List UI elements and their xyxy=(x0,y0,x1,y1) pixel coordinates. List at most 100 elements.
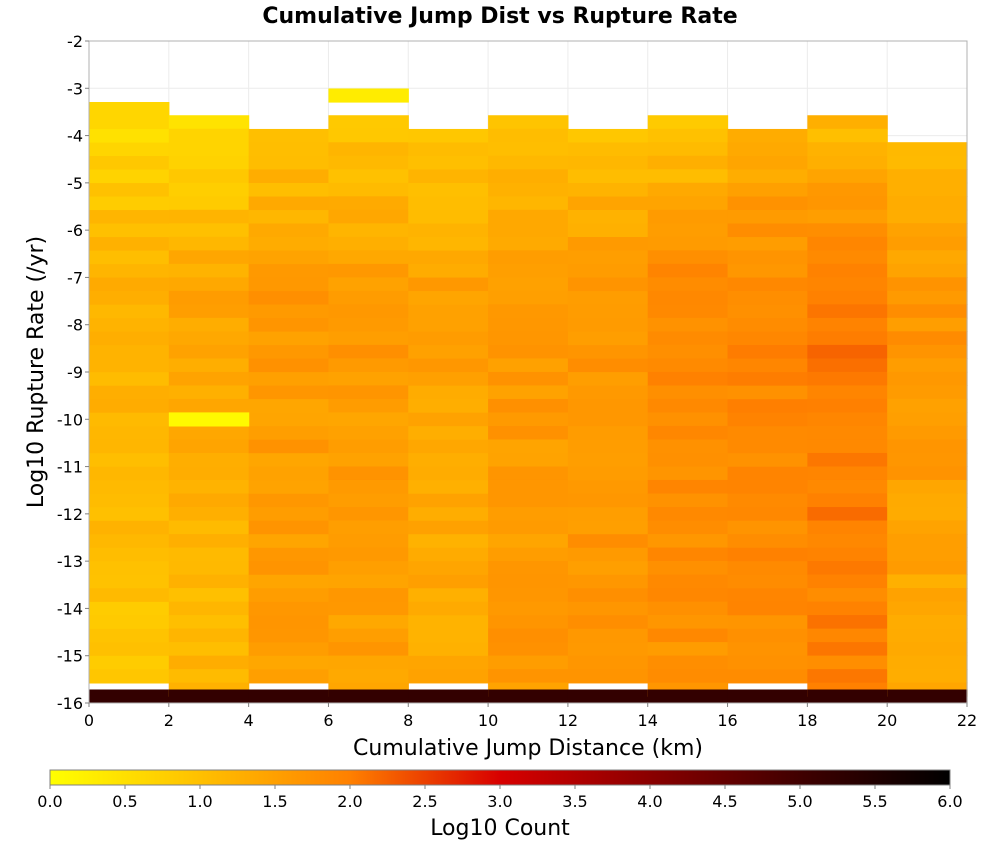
heatmap-cell xyxy=(647,655,729,670)
x-tick-label: 20 xyxy=(877,711,897,730)
heatmap-cell xyxy=(168,115,250,130)
colorbar xyxy=(49,769,951,786)
heatmap-cell xyxy=(567,689,649,703)
heatmap-cell xyxy=(807,371,888,387)
heatmap-cell xyxy=(248,372,330,387)
heatmap-cell xyxy=(647,493,729,508)
heatmap-cell xyxy=(168,331,250,346)
heatmap-cell xyxy=(328,669,409,684)
heatmap-cell xyxy=(408,237,489,252)
heatmap-cell xyxy=(567,277,649,292)
heatmap-cell xyxy=(408,534,489,549)
heatmap-cell xyxy=(727,331,808,346)
heatmap-cell xyxy=(328,115,409,130)
heatmap-cell xyxy=(89,331,170,346)
x-tick-label: 10 xyxy=(478,711,498,730)
heatmap-cell xyxy=(248,128,330,144)
heatmap-cell xyxy=(248,534,330,549)
heatmap-cell xyxy=(408,628,489,643)
heatmap-cell xyxy=(248,561,330,576)
heatmap-cell xyxy=(89,237,170,252)
heatmap-cell xyxy=(328,547,409,562)
heatmap-cell xyxy=(727,210,808,225)
heatmap-cell xyxy=(408,642,489,657)
heatmap-cell xyxy=(248,210,330,225)
heatmap-cell xyxy=(328,615,409,630)
heatmap-cell xyxy=(807,534,888,549)
heatmap-cell xyxy=(887,398,968,413)
heatmap-cell xyxy=(408,520,489,535)
heatmap-cell xyxy=(89,129,170,144)
heatmap-cell xyxy=(328,290,409,305)
heatmap-cell xyxy=(488,412,569,427)
heatmap-cell xyxy=(887,533,968,549)
heatmap-cell xyxy=(567,331,649,346)
heatmap-cell xyxy=(887,452,968,468)
heatmap-cell xyxy=(408,574,489,589)
x-tick-label: 8 xyxy=(403,711,413,730)
colorbar-tick-label: 5.5 xyxy=(862,792,887,811)
heatmap-cell xyxy=(488,304,569,319)
colorbar-tick-label: 0.0 xyxy=(37,792,62,811)
heatmap-cell xyxy=(248,264,330,279)
heatmap-cell xyxy=(807,263,888,278)
heatmap-cell xyxy=(408,291,489,306)
heatmap-cell xyxy=(168,534,250,549)
heatmap-cell xyxy=(168,642,250,657)
heatmap-cell xyxy=(89,399,170,414)
heatmap-cell xyxy=(647,196,729,211)
heatmap-cell xyxy=(807,331,888,346)
heatmap-cell xyxy=(488,466,569,481)
heatmap-cell xyxy=(328,196,409,211)
heatmap-cell xyxy=(567,142,649,157)
heatmap-cell xyxy=(248,669,330,684)
heatmap-cell xyxy=(89,588,170,603)
heatmap-cell xyxy=(567,601,649,616)
heatmap-cell xyxy=(168,412,250,427)
y-tick-label: -8 xyxy=(67,316,83,335)
heatmap-cell xyxy=(328,277,409,292)
heatmap-cell xyxy=(168,209,250,224)
heatmap-cell xyxy=(727,196,808,211)
heatmap-cell xyxy=(488,250,569,265)
heatmap-cell xyxy=(408,426,489,441)
heatmap-cell xyxy=(328,182,409,197)
heatmap-cell xyxy=(408,372,489,387)
heatmap-cell xyxy=(647,547,729,562)
heatmap-cell xyxy=(89,372,170,387)
heatmap-cell xyxy=(488,669,569,684)
heatmap-cell xyxy=(488,439,569,454)
colorbar-tick-label: 1.5 xyxy=(262,792,287,811)
colorbar-ticks: 0.0 0.5 1.0 1.5 2.0 2.5 3.0 3.5 4.0 4.5 5.0 5.5 6.0 xyxy=(37,785,963,811)
heatmap-cell xyxy=(89,561,170,576)
colorbar-tick-label: 3.5 xyxy=(562,792,587,811)
heatmap-cell xyxy=(567,182,649,198)
heatmap-cell xyxy=(807,479,888,495)
heatmap-cell xyxy=(168,128,250,143)
heatmap-cell xyxy=(89,534,170,549)
heatmap-cell xyxy=(488,142,569,157)
heatmap-cell xyxy=(807,155,888,170)
heatmap-cell xyxy=(248,574,330,589)
heatmap-cell xyxy=(248,412,330,427)
heatmap-cell xyxy=(647,371,729,387)
heatmap-cell xyxy=(567,223,649,238)
heatmap-cell xyxy=(647,263,729,278)
colorbar-tick-label: 3.0 xyxy=(487,792,512,811)
heatmap-cell xyxy=(887,689,968,703)
heatmap-cell xyxy=(727,615,808,630)
heatmap-cell xyxy=(488,182,569,197)
colorbar-tick-label: 2.0 xyxy=(337,792,362,811)
heatmap-cell xyxy=(887,615,968,630)
heatmap-cell xyxy=(328,223,409,238)
heatmap-cell xyxy=(727,291,808,306)
heatmap-cell xyxy=(647,669,729,684)
heatmap-cell xyxy=(168,304,250,319)
heatmap-cell xyxy=(488,223,569,238)
heatmap-cell xyxy=(567,372,649,387)
heatmap-cell xyxy=(887,169,968,184)
colorbar-tick-label: 4.5 xyxy=(712,792,737,811)
heatmap-cell xyxy=(887,439,968,454)
heatmap-cell xyxy=(248,223,330,238)
heatmap-cell xyxy=(248,304,330,319)
